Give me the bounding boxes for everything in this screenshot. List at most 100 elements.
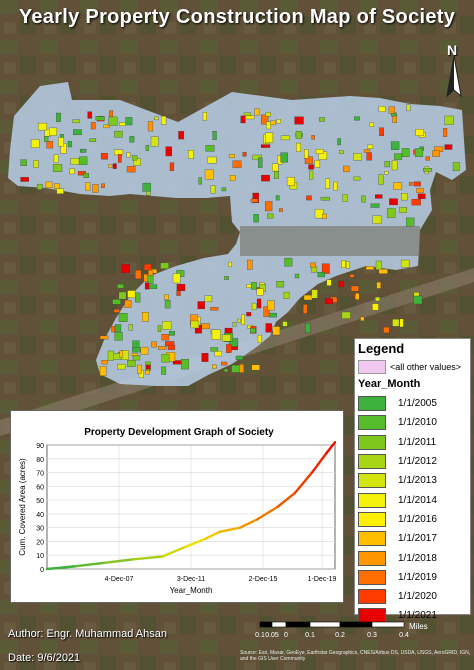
scale-tick-label: 0.3 bbox=[367, 632, 377, 639]
property-plot bbox=[304, 323, 311, 334]
property-plot bbox=[375, 194, 383, 199]
property-plot bbox=[176, 283, 186, 291]
property-plot bbox=[406, 217, 415, 227]
property-plot bbox=[135, 270, 142, 280]
property-plot bbox=[210, 185, 216, 194]
property-plot bbox=[108, 116, 118, 126]
property-plot bbox=[56, 112, 61, 122]
property-plot bbox=[256, 298, 262, 309]
property-plot bbox=[414, 148, 424, 157]
scale-tick-label: 0.1 bbox=[305, 632, 315, 639]
property-plot bbox=[317, 272, 325, 278]
property-plot bbox=[241, 314, 245, 325]
property-plot bbox=[205, 145, 215, 152]
property-plot bbox=[375, 296, 380, 302]
property-plot bbox=[100, 153, 108, 160]
property-plot bbox=[386, 208, 396, 218]
legend-other-swatch bbox=[358, 360, 386, 374]
property-plot bbox=[353, 176, 361, 181]
property-plot bbox=[154, 116, 159, 121]
scale-tick-label: 0.05 bbox=[265, 632, 279, 639]
property-plot bbox=[59, 134, 64, 138]
property-plot bbox=[366, 152, 372, 161]
property-plot bbox=[394, 153, 403, 160]
property-plot bbox=[118, 291, 127, 300]
property-plot bbox=[20, 177, 29, 182]
property-plot bbox=[151, 341, 157, 348]
legend-item: 1/1/2013 bbox=[358, 471, 470, 490]
property-plot bbox=[343, 165, 350, 173]
property-plot bbox=[308, 164, 314, 170]
property-plot bbox=[140, 346, 149, 355]
property-plot bbox=[132, 355, 141, 361]
property-plot bbox=[311, 135, 315, 140]
property-plot bbox=[319, 117, 325, 122]
series-segment bbox=[74, 561, 106, 568]
legend-field-label: Year_Month bbox=[358, 378, 421, 390]
property-plot bbox=[400, 259, 410, 268]
legend-other-label: <all other values> bbox=[390, 362, 462, 372]
legend-label: 1/1/2012 bbox=[398, 456, 437, 468]
property-plot bbox=[250, 198, 259, 203]
property-plot bbox=[413, 181, 421, 187]
property-plot bbox=[423, 168, 433, 172]
society-boundary bbox=[8, 82, 466, 386]
legend-swatch bbox=[358, 550, 386, 566]
property-plot bbox=[109, 110, 114, 118]
property-plot bbox=[389, 198, 398, 206]
property-plot bbox=[92, 184, 99, 193]
property-plot bbox=[266, 121, 271, 130]
property-plot bbox=[121, 264, 131, 274]
scale-segment bbox=[285, 621, 311, 628]
y-tick-labels: 0 10 20 30 40 50 60 70 80 90 bbox=[36, 443, 44, 574]
y-tick-label: 70 bbox=[36, 471, 44, 478]
property-plot bbox=[161, 334, 170, 341]
property-plot bbox=[56, 188, 64, 194]
property-plot bbox=[303, 294, 313, 301]
property-plot bbox=[117, 283, 124, 289]
property-plot bbox=[161, 353, 170, 363]
property-plot bbox=[142, 182, 151, 192]
property-plot bbox=[265, 132, 274, 143]
property-plot bbox=[353, 153, 362, 161]
property-plot bbox=[44, 136, 49, 142]
series-line bbox=[45, 441, 337, 571]
property-plot bbox=[162, 321, 172, 330]
property-plot bbox=[210, 307, 219, 311]
property-plot bbox=[384, 161, 390, 168]
property-plot bbox=[306, 195, 312, 201]
property-plot bbox=[101, 360, 108, 365]
property-plot bbox=[243, 112, 252, 117]
property-plot bbox=[378, 174, 384, 185]
property-plot bbox=[87, 111, 93, 119]
property-plot bbox=[143, 263, 152, 271]
property-plot bbox=[181, 359, 189, 370]
property-plot bbox=[280, 135, 290, 141]
property-plot bbox=[250, 327, 256, 334]
property-plot bbox=[165, 146, 172, 157]
property-plot bbox=[247, 259, 253, 270]
property-plot bbox=[251, 364, 260, 371]
series-segment bbox=[103, 558, 135, 565]
property-plot bbox=[378, 106, 386, 112]
property-plot bbox=[145, 364, 151, 370]
property-plot bbox=[112, 163, 117, 169]
property-plot bbox=[246, 312, 252, 317]
property-plot bbox=[79, 148, 87, 153]
date-label: Date: 9/6/2021 bbox=[8, 652, 81, 664]
series-segment bbox=[204, 530, 222, 540]
property-plot bbox=[252, 154, 262, 161]
property-plot bbox=[265, 323, 272, 333]
property-plot bbox=[379, 127, 384, 136]
scale-segment bbox=[339, 621, 373, 628]
property-plot bbox=[112, 299, 121, 305]
property-plot bbox=[129, 136, 135, 143]
property-plot bbox=[295, 131, 302, 139]
property-plot bbox=[127, 360, 136, 367]
property-plot bbox=[117, 154, 122, 163]
legend-other-values: <all other values> bbox=[358, 360, 470, 374]
property-plot bbox=[83, 173, 89, 178]
series-segment bbox=[160, 545, 187, 558]
property-plot bbox=[190, 320, 200, 329]
